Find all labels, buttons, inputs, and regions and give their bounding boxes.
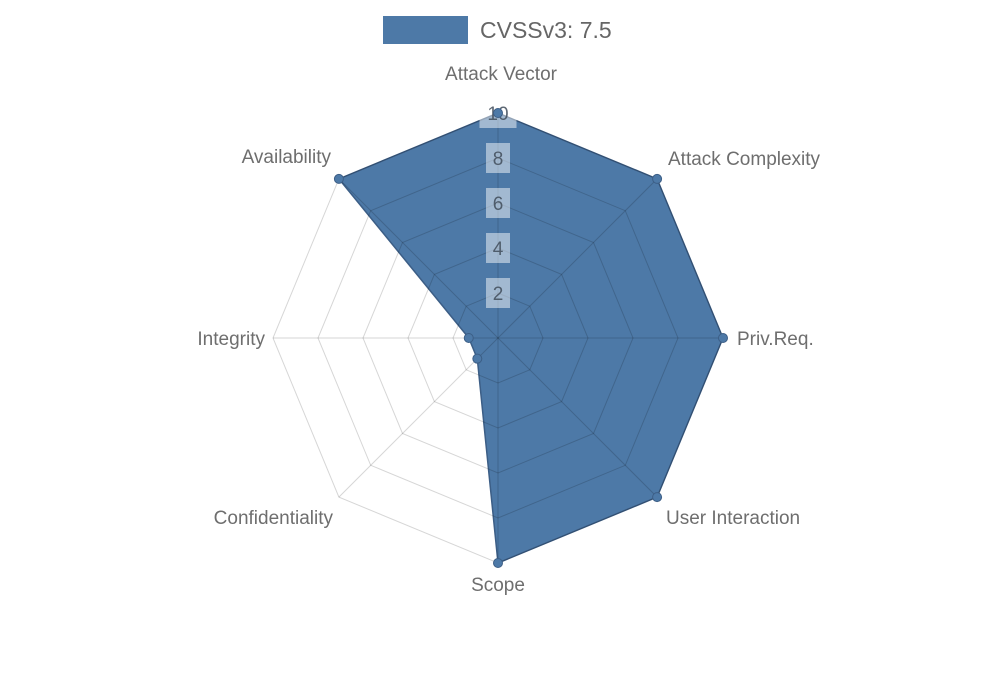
axis-label-attack-complexity: Attack Complexity bbox=[668, 149, 821, 170]
axis-label-user-interaction: User Interaction bbox=[666, 508, 801, 529]
axis-spoke bbox=[497, 178, 658, 339]
tick-label-bg bbox=[486, 143, 510, 173]
axis-spoke bbox=[338, 337, 499, 498]
axis-spoke bbox=[497, 337, 658, 498]
axis-label-priv-req: Priv.Req. bbox=[737, 329, 814, 350]
data-point-marker[interactable] bbox=[718, 333, 728, 343]
axis-label-attack-vector: Attack Vector bbox=[445, 64, 557, 85]
data-point-marker[interactable] bbox=[652, 173, 663, 184]
legend-label: CVSSv3: 7.5 bbox=[480, 16, 612, 43]
data-point-marker[interactable] bbox=[463, 333, 474, 343]
axis-spoke bbox=[338, 178, 499, 339]
axis-label-scope: Scope bbox=[471, 575, 525, 596]
grid-ring bbox=[317, 157, 679, 519]
tick-label-bg bbox=[486, 233, 510, 263]
data-point-marker[interactable] bbox=[333, 173, 344, 184]
tick-label: 6 bbox=[493, 194, 504, 215]
tick-label: 2 bbox=[493, 284, 504, 305]
grid-ring bbox=[407, 247, 589, 429]
tick-label-bg bbox=[486, 188, 510, 218]
tick-label: 8 bbox=[493, 149, 504, 170]
grid-ring bbox=[452, 292, 544, 384]
data-point-marker[interactable] bbox=[493, 108, 503, 118]
data-point-marker[interactable] bbox=[472, 353, 483, 364]
data-point-marker[interactable] bbox=[493, 558, 503, 568]
legend-swatch-icon bbox=[383, 16, 468, 44]
axis-label-confidentiality: Confidentiality bbox=[213, 508, 333, 529]
legend-item[interactable]: CVSSv3: 7.5 bbox=[383, 16, 612, 44]
axis-label-availability: Availability bbox=[241, 147, 331, 168]
tick-label: 4 bbox=[493, 239, 504, 260]
axis-label-integrity: Integrity bbox=[197, 329, 265, 350]
grid-ring bbox=[362, 202, 634, 474]
tick-label-bg bbox=[486, 278, 510, 308]
data-point-marker[interactable] bbox=[652, 492, 663, 503]
